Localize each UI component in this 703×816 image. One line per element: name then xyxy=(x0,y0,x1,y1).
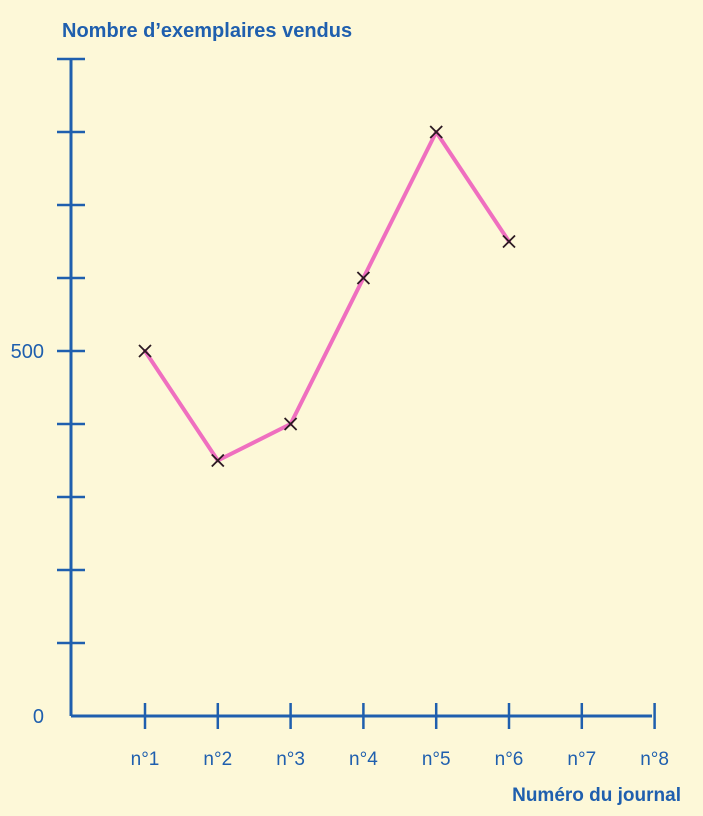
x-tick-label: n°8 xyxy=(640,749,669,770)
x-tick-label: n°1 xyxy=(131,749,160,770)
data-point xyxy=(283,417,298,431)
data-point xyxy=(211,453,225,468)
x-tick-label: n°7 xyxy=(567,749,596,770)
series-line xyxy=(143,130,511,463)
x-tick-label: n°2 xyxy=(203,749,232,770)
y-axis-label: Nombre d’exemplaires vendus xyxy=(62,20,353,42)
data-point xyxy=(502,234,516,249)
x-tick-label: n°3 xyxy=(276,749,305,770)
y-tick-label: 500 xyxy=(11,341,44,363)
x-tick-label: n°4 xyxy=(349,749,378,770)
x-tick-label: n°5 xyxy=(422,749,451,770)
data-point xyxy=(138,344,152,358)
y-tick-label: 0 xyxy=(33,706,44,728)
data-point xyxy=(429,125,443,139)
x-axis-label: Numéro du journal xyxy=(512,785,681,806)
data-point xyxy=(356,271,371,285)
x-tick-label: n°6 xyxy=(495,749,524,770)
